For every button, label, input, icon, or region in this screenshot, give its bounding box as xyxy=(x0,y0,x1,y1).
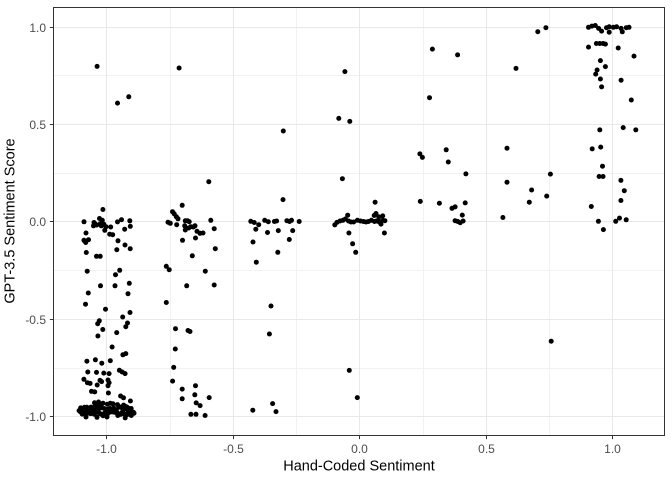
svg-text:0.5: 0.5 xyxy=(478,442,495,456)
svg-text:0.5: 0.5 xyxy=(29,118,46,132)
svg-text:Hand-Coded Sentiment: Hand-Coded Sentiment xyxy=(283,459,435,475)
svg-text:0.0: 0.0 xyxy=(351,442,368,456)
svg-text:GPT-3.5 Sentiment Score: GPT-3.5 Sentiment Score xyxy=(3,138,19,303)
svg-text:-1.0: -1.0 xyxy=(25,410,46,424)
svg-text:-0.5: -0.5 xyxy=(25,313,46,327)
svg-text:0.0: 0.0 xyxy=(29,215,46,229)
svg-text:-0.5: -0.5 xyxy=(223,442,244,456)
svg-text:-1.0: -1.0 xyxy=(96,442,117,456)
svg-text:1.0: 1.0 xyxy=(29,21,46,35)
svg-text:1.0: 1.0 xyxy=(604,442,621,456)
